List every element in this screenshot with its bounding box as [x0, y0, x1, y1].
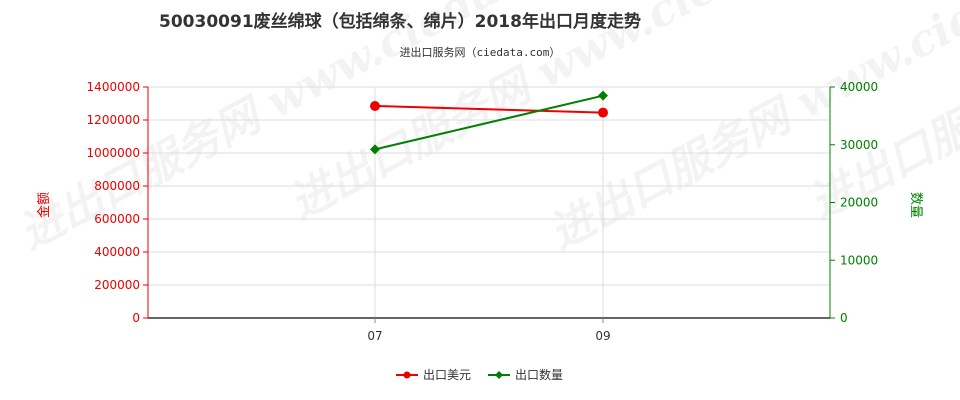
x-tick-label: 09	[595, 329, 610, 343]
left-tick-label: 600000	[94, 212, 140, 226]
right-tick-label: 10000	[840, 253, 878, 267]
left-tick-label: 200000	[94, 278, 140, 292]
left-tick-label: 1400000	[87, 80, 140, 94]
x-tick-label: 07	[367, 329, 382, 343]
right-axis-ticks: 0 10000 20000 30000 40000	[830, 80, 878, 325]
series-line	[374, 94, 604, 151]
right-axis-title: 数量	[908, 192, 923, 218]
left-tick-label: 400000	[94, 245, 140, 259]
legend-marker	[495, 371, 503, 379]
legend-marker	[403, 371, 411, 379]
grid-lines	[148, 86, 830, 318]
series-layer	[370, 90, 608, 155]
chart-title: 50030091废丝绵球（包括绵条、绵片）2018年出口月度走势	[159, 11, 641, 32]
data-point	[598, 90, 608, 101]
legend-label: 出口美元	[423, 368, 471, 382]
left-tick-label: 1200000	[87, 113, 140, 127]
left-tick-label: 800000	[94, 179, 140, 193]
left-axis-title: 金额	[36, 192, 52, 218]
series-line	[374, 104, 604, 114]
left-tick-label: 1000000	[87, 146, 140, 160]
chart-subtitle: 进出口服务网（ciedata.com）	[400, 45, 561, 59]
left-axis-ticks: 0 200000 400000 600000 800000 1000000 1200000 1…	[87, 80, 148, 325]
data-point	[598, 107, 608, 118]
right-tick-label: 0	[840, 311, 848, 325]
right-tick-label: 40000	[840, 80, 878, 94]
right-tick-label: 20000	[840, 196, 878, 210]
left-tick-label: 0	[132, 311, 140, 325]
legend-label: 出口数量	[515, 367, 563, 382]
x-axis-ticks: 07 09	[367, 318, 611, 343]
watermark-layer: 进出口服务网 www.ciedata.com进出口服务网 www.ciedata…	[11, 0, 960, 260]
data-point	[370, 144, 380, 155]
right-tick-label: 30000	[840, 138, 878, 152]
legend: 出口美元 出口数量	[396, 367, 563, 382]
data-point	[370, 100, 380, 111]
